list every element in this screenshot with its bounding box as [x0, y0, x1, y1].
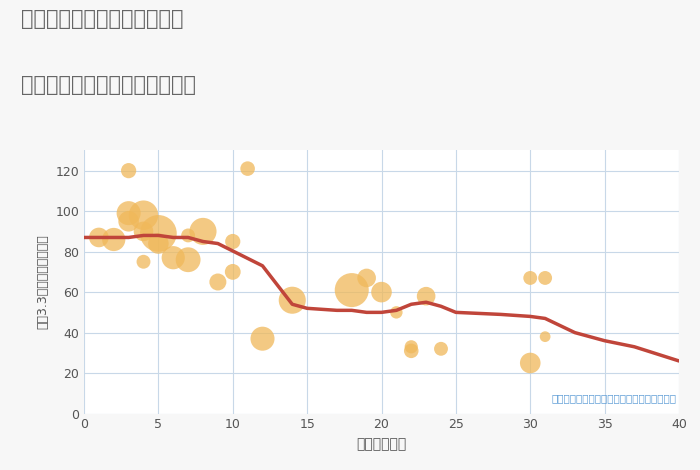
Point: [391, 309, 402, 316]
Point: [197, 227, 209, 235]
Point: [153, 230, 164, 237]
Point: [123, 218, 134, 225]
Point: [138, 227, 149, 235]
Text: 築年数別中古マンション坪単価: 築年数別中古マンション坪単価: [21, 75, 196, 95]
Point: [257, 335, 268, 343]
Point: [525, 359, 536, 367]
Point: [227, 268, 238, 275]
Point: [183, 232, 194, 239]
Point: [406, 347, 417, 354]
Point: [361, 274, 372, 282]
Point: [153, 240, 164, 247]
Point: [93, 234, 104, 241]
Point: [168, 254, 179, 261]
Y-axis label: 坪（3.3㎡）単価（万円）: 坪（3.3㎡）単価（万円）: [36, 235, 50, 329]
Point: [421, 292, 432, 300]
Point: [183, 256, 194, 264]
Point: [138, 258, 149, 266]
X-axis label: 築年数（年）: 築年数（年）: [356, 437, 407, 451]
Point: [435, 345, 447, 352]
Point: [227, 238, 238, 245]
Point: [108, 236, 119, 243]
Point: [540, 333, 551, 340]
Point: [123, 210, 134, 217]
Point: [242, 165, 253, 172]
Point: [212, 278, 223, 286]
Point: [376, 289, 387, 296]
Point: [123, 167, 134, 174]
Text: 円の大きさは、取引のあった物件面積を示す: 円の大きさは、取引のあった物件面積を示す: [551, 393, 676, 403]
Text: 三重県桑名市長島町長島下町: 三重県桑名市長島町長島下町: [21, 9, 183, 30]
Point: [525, 274, 536, 282]
Point: [540, 274, 551, 282]
Point: [287, 297, 298, 304]
Point: [406, 343, 417, 351]
Point: [138, 212, 149, 219]
Point: [346, 286, 357, 294]
